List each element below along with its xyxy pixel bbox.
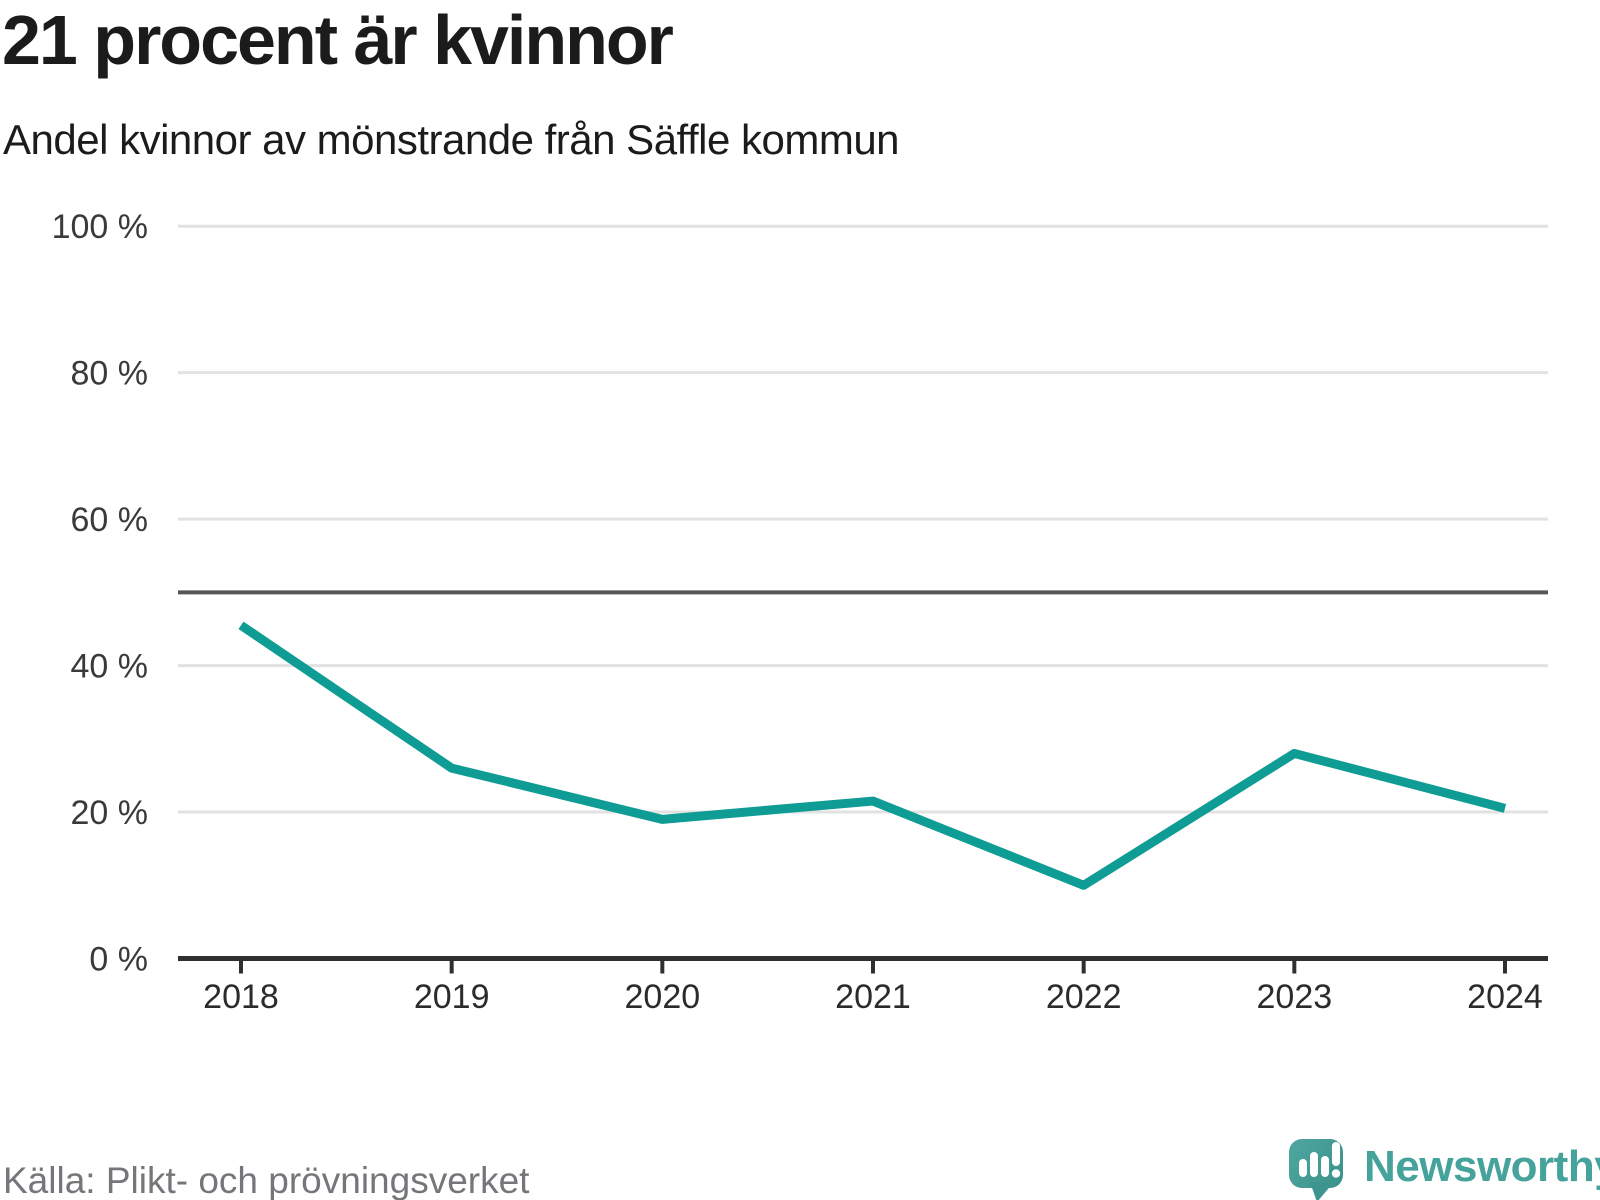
x-tick-label-2021: 2021	[835, 978, 911, 1016]
x-axis	[178, 956, 1548, 974]
line-chart-plot: 0 % 20 % 40 % 60 % 80 % 100 % 2018 2019 2020 202…	[52, 208, 1548, 1016]
data-series-line	[238, 621, 1507, 890]
newsworthy-logo-icon	[1289, 1139, 1343, 1200]
x-axis-labels: 2018 2019 2020 2021 2022 2023 2024	[203, 978, 1543, 1016]
x-tick-label-2022: 2022	[1046, 978, 1122, 1016]
x-tick-label-2023: 2023	[1257, 978, 1333, 1016]
logo-bar-chart-exclamation-icon	[1299, 1142, 1341, 1178]
y-tick-label-80: 80 %	[71, 355, 149, 393]
x-tick-label-2019: 2019	[414, 978, 490, 1016]
chart-subtitle: Andel kvinnor av mönstrande från Säffle …	[3, 116, 900, 163]
y-axis-labels: 0 % 20 % 40 % 60 % 80 % 100 %	[52, 208, 148, 978]
x-tick-label-2018: 2018	[203, 978, 279, 1016]
source-note: Källa: Plikt- och prövningsverket	[3, 1160, 530, 1200]
y-tick-label-0: 0 %	[89, 941, 148, 979]
y-gridlines	[178, 224, 1548, 814]
x-tick-label-2020: 2020	[625, 978, 701, 1016]
y-tick-label-20: 20 %	[71, 794, 149, 832]
y-tick-label-100: 100 %	[52, 208, 148, 246]
y-tick-label-40: 40 %	[71, 648, 149, 686]
series-line-Andel kvinnor av mönstrande	[238, 621, 1507, 890]
brand-wordmark: Newsworthy	[1364, 1142, 1600, 1191]
y-tick-label-60: 60 %	[71, 501, 149, 539]
newsworthy-brand: Newsworthy	[1288, 1138, 1600, 1200]
chart-title: 21 procent är kvinnor	[2, 1, 674, 79]
x-tick-label-2024: 2024	[1467, 978, 1543, 1016]
